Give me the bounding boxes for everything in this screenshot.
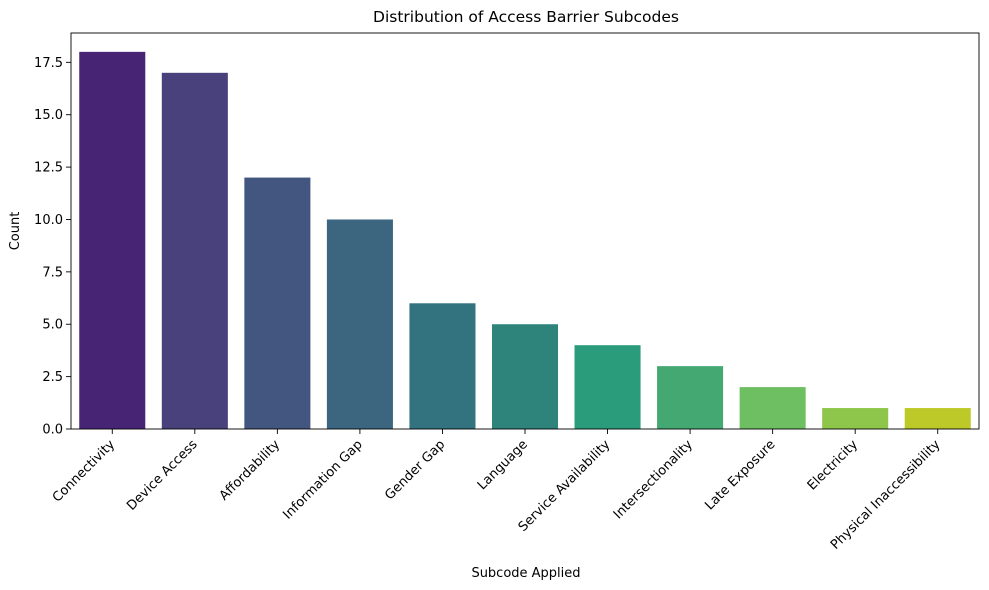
bar-gender-gap (409, 303, 476, 429)
y-axis-label: Count (8, 212, 23, 251)
bar-physical-inaccessibility (904, 408, 971, 429)
bar-service-availability (574, 345, 641, 429)
bar-language (491, 324, 559, 429)
bar-intersectionality (657, 366, 724, 429)
x-axis-label: Subcode Applied (471, 566, 580, 581)
y-tick-label: 5.0 (42, 318, 63, 333)
bar-late-exposure (739, 387, 806, 429)
y-tick-label: 10.0 (34, 213, 63, 228)
bar-device-access (161, 72, 228, 429)
bars-group (79, 51, 971, 430)
y-tick-label: 2.5 (42, 370, 63, 385)
y-tick-label: 17.5 (34, 56, 63, 71)
bar-electricity (822, 408, 889, 429)
chart-title: Distribution of Access Barrier Subcodes (373, 8, 679, 26)
y-tick-label: 15.0 (34, 108, 63, 123)
bar-information-gap (326, 219, 393, 429)
bar-connectivity (79, 51, 146, 430)
y-axis-ticks: 0.0 2.5 5.0 7.5 10.0 12.5 15.0 17.5 (34, 56, 71, 438)
y-tick-label: 12.5 (34, 161, 63, 176)
bar-affordability (244, 177, 311, 429)
y-tick-label: 7.5 (42, 265, 63, 280)
y-tick-label: 0.0 (42, 423, 63, 438)
plot-frame (70, 32, 980, 430)
